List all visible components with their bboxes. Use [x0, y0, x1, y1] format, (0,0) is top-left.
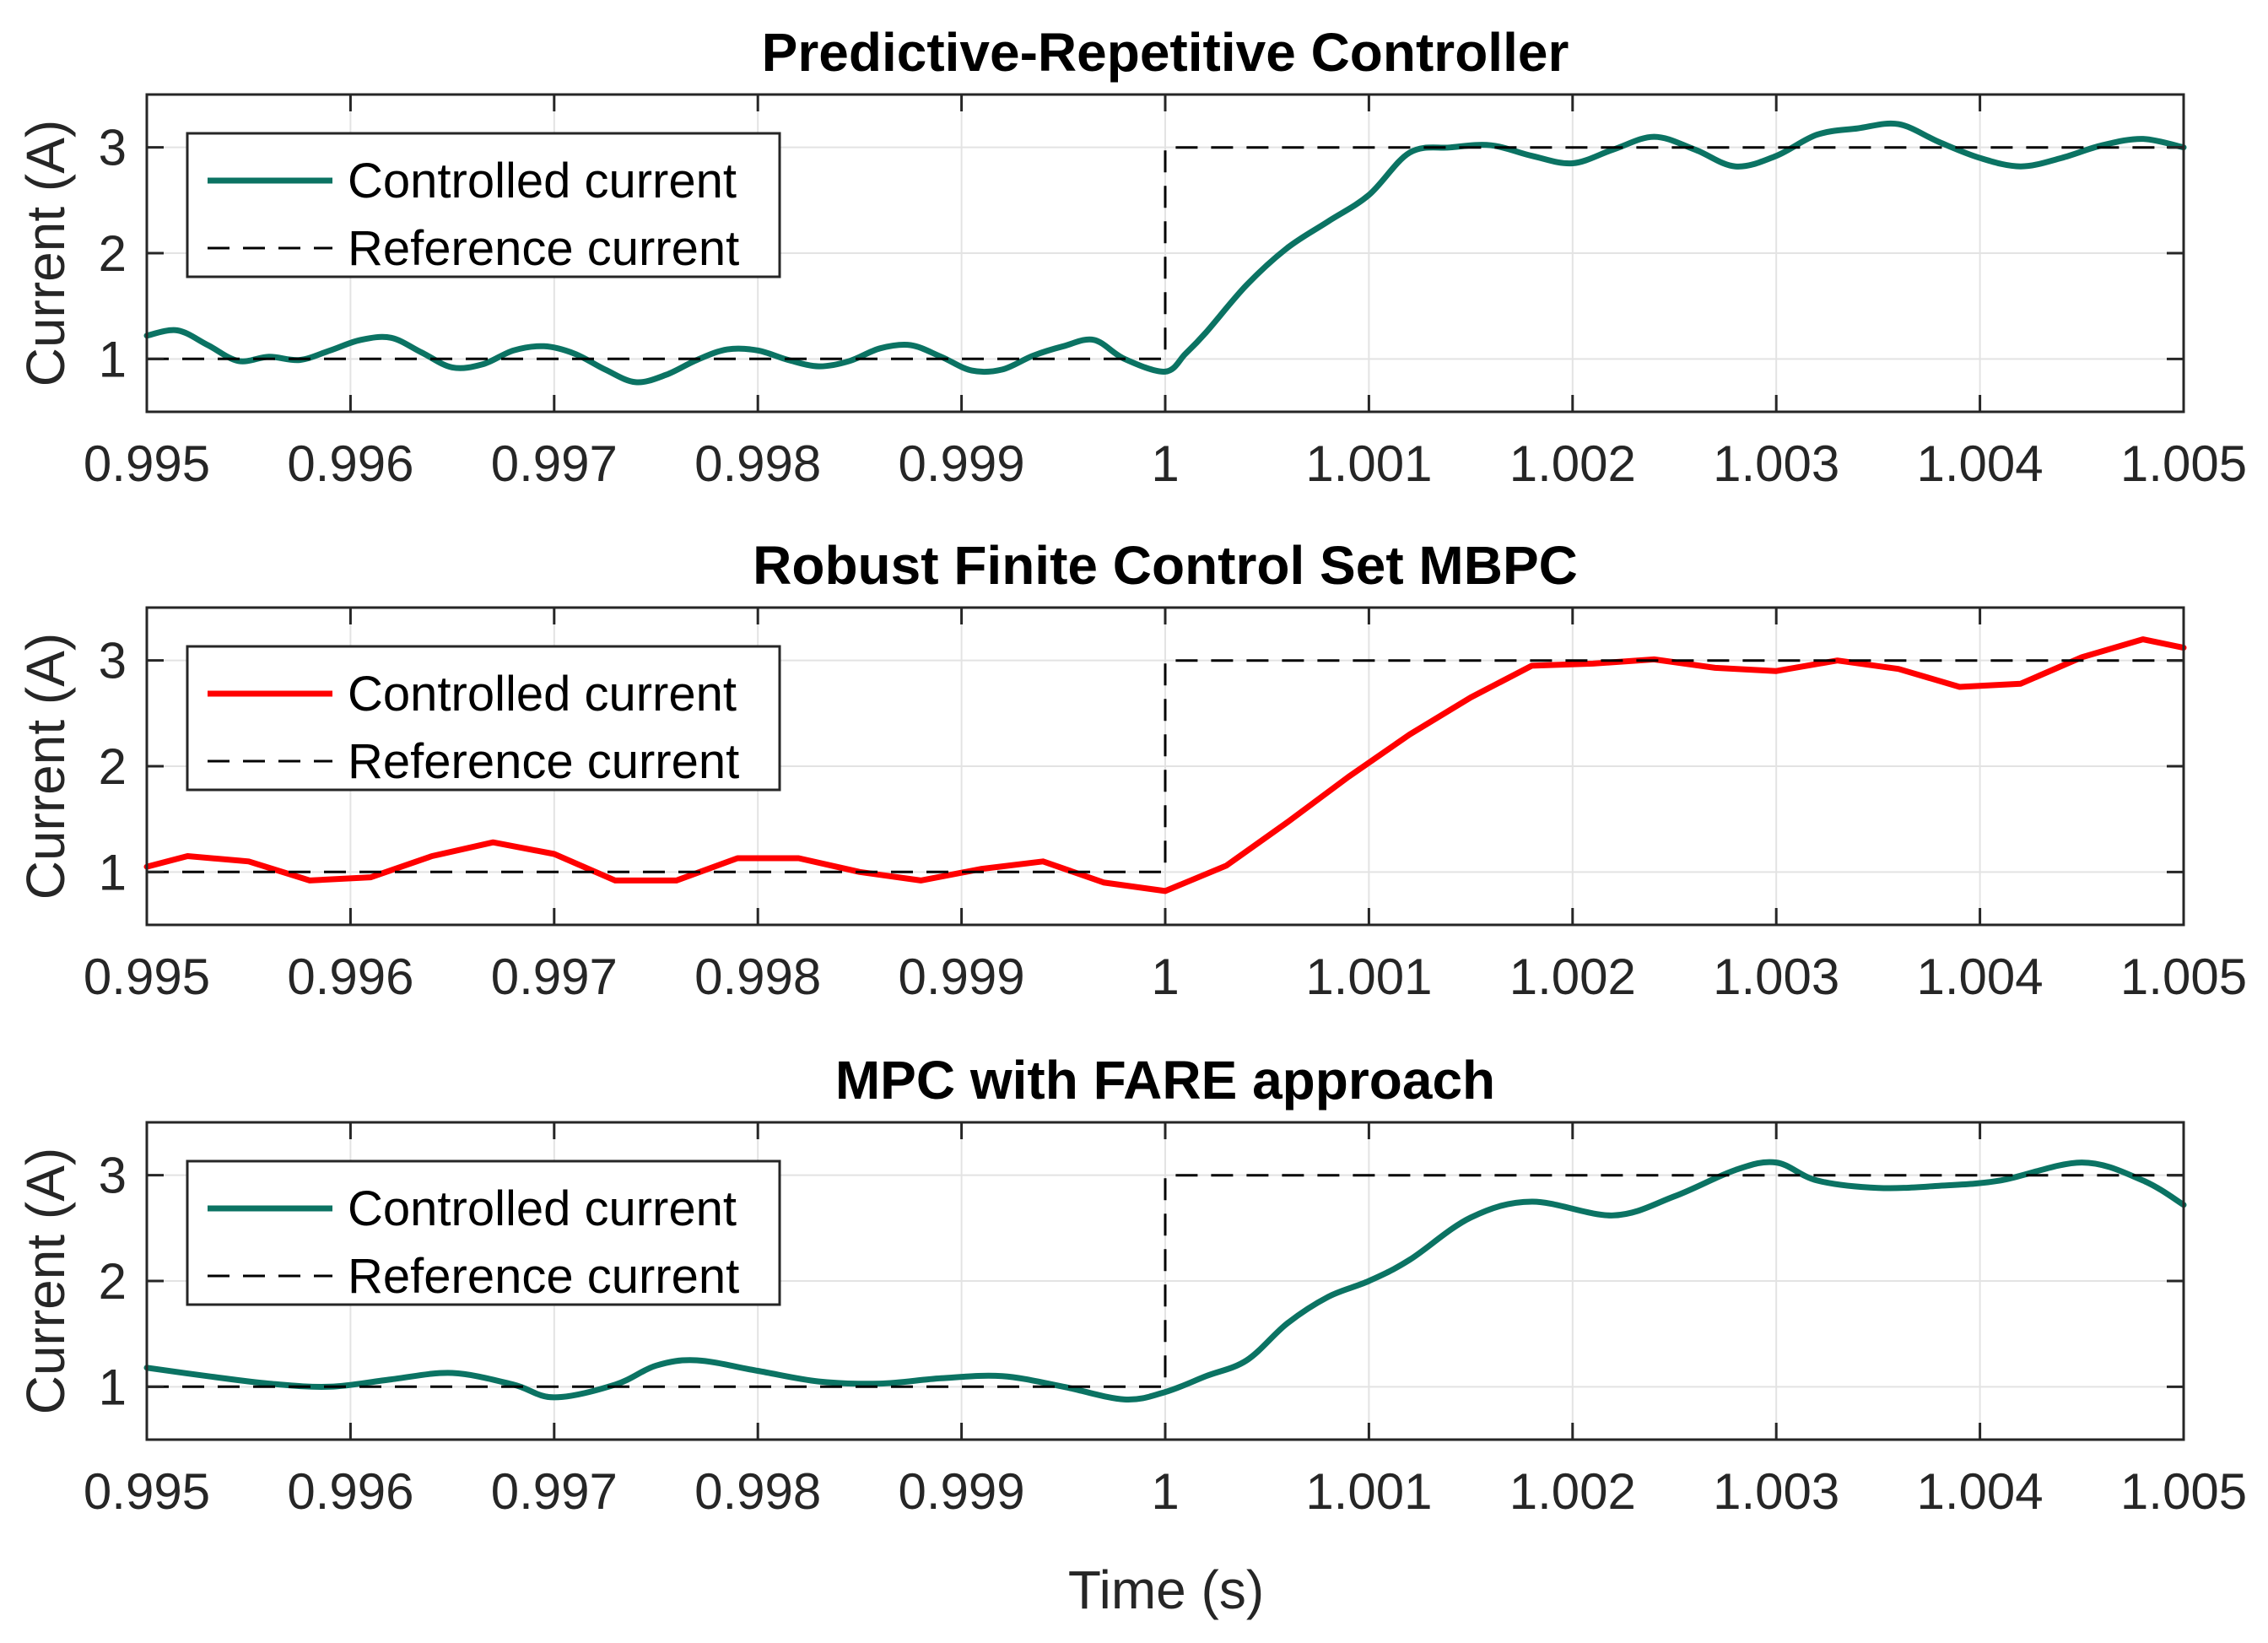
x-tick-label: 0.995: [84, 435, 210, 492]
x-tick-label: 1.003: [1713, 1463, 1839, 1520]
chart-title: Predictive-Repetitive Controller: [762, 22, 1569, 83]
x-tick-label: 0.997: [491, 435, 618, 492]
y-tick-label: 2: [99, 225, 127, 282]
legend: Controlled current Reference current: [186, 132, 781, 278]
x-tick-label: 0.996: [287, 949, 413, 1005]
x-tick-label: 0.996: [287, 1463, 413, 1520]
chart-title: Robust Finite Control Set MBPC: [753, 535, 1578, 596]
legend-label: Reference current: [348, 734, 739, 789]
legend-box: [186, 645, 781, 792]
x-tick-label: 0.997: [491, 949, 618, 1005]
x-tick-label: 1.001: [1305, 435, 1432, 492]
legend: Controlled current Reference current: [186, 1159, 781, 1306]
legend-label: Controlled current: [348, 667, 737, 722]
y-axis-label: Current (A): [15, 120, 76, 387]
reference-current-line: [147, 659, 2184, 873]
x-tick-label: 1: [1151, 949, 1179, 1005]
x-tick-label: 1.003: [1713, 949, 1839, 1005]
y-axis-label: Current (A): [15, 1148, 76, 1415]
x-tick-label: 1.005: [2120, 435, 2247, 492]
legend-label: Reference current: [348, 1249, 739, 1304]
x-tick-label: 1: [1151, 435, 1179, 492]
legend: Controlled current Reference current: [186, 645, 781, 792]
x-tick-label: 0.995: [84, 949, 210, 1005]
y-tick-label: 1: [99, 844, 127, 900]
x-tick-label: 1.004: [1917, 949, 2044, 1005]
x-tick-label: 1.002: [1509, 435, 1636, 492]
x-tick-label: 0.996: [287, 435, 413, 492]
x-tick-label: 1.002: [1509, 1463, 1636, 1520]
reference-current-line: [147, 1174, 2184, 1388]
x-tick-label: 1.001: [1305, 1463, 1432, 1520]
legend-box: [186, 1159, 781, 1306]
controlled-current-line: [143, 1159, 2187, 1402]
x-tick-label: 0.998: [694, 435, 821, 492]
legend-label: Controlled current: [348, 154, 737, 208]
y-tick-label: 2: [99, 738, 127, 795]
y-axis-label: Current (A): [15, 633, 76, 900]
legend-box: [186, 132, 781, 278]
x-tick-label: 1.002: [1509, 949, 1636, 1005]
reference-current-line: [147, 146, 2184, 360]
subplot-2: Robust Finite Control Set MBPC 0.995 0.996…: [15, 535, 2247, 1005]
x-tick-label: 0.999: [899, 435, 1025, 492]
x-tick-label: 0.999: [899, 949, 1025, 1005]
y-tick-label: 3: [99, 1148, 127, 1204]
y-tick-label: 3: [99, 633, 127, 689]
x-tick-label: 0.995: [84, 1463, 210, 1520]
x-tick-label: 1.005: [2120, 1463, 2247, 1520]
x-tick-label: 1.005: [2120, 949, 2247, 1005]
y-tick-label: 1: [99, 1359, 127, 1415]
y-tick-label: 2: [99, 1253, 127, 1310]
x-tick-label: 1.001: [1305, 949, 1432, 1005]
x-tick-label: 0.997: [491, 1463, 618, 1520]
y-tick-label: 3: [99, 120, 127, 176]
x-tick-label: 1.004: [1917, 435, 2044, 492]
subplot-3: MPC with FARE approach 0.995 0.996 0.997 0.9…: [15, 1050, 2247, 1520]
controlled-current-line: [143, 636, 2187, 894]
x-tick-label: 0.998: [694, 1463, 821, 1520]
x-axis-label: Time (s): [1068, 1559, 1264, 1620]
legend-label: Controlled current: [348, 1181, 737, 1236]
y-tick-label: 1: [99, 331, 127, 387]
x-tick-label: 1: [1151, 1463, 1179, 1520]
x-tick-label: 0.998: [694, 949, 821, 1005]
x-tick-label: 0.999: [899, 1463, 1025, 1520]
controlled-current-line: [143, 120, 2187, 386]
x-tick-label: 1.003: [1713, 435, 1839, 492]
chart-title: MPC with FARE approach: [835, 1050, 1495, 1111]
subplot-1: Predictive-Repetitive Controller 0.995 0.9…: [15, 22, 2247, 492]
x-tick-label: 1.004: [1917, 1463, 2044, 1520]
legend-label: Reference current: [348, 221, 739, 276]
